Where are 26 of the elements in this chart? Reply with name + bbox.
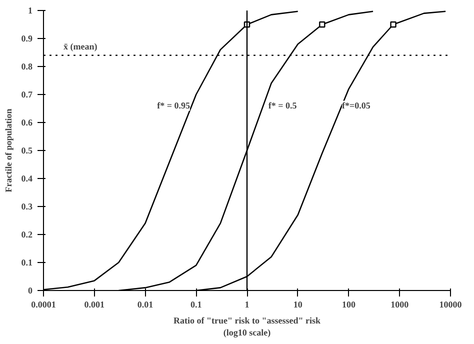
x-tick-label: 0.01: [137, 300, 154, 310]
x-tick-label: 1: [244, 300, 250, 310]
x-tick-label: 0.0001: [31, 300, 56, 310]
y-tick-label: 0.2: [21, 230, 33, 240]
y-tick-label: 0.7: [21, 90, 33, 100]
y-tick-label: 1: [28, 6, 33, 16]
y-axis-title: Fractile of population: [3, 108, 14, 192]
y-tick-label: 0.9: [21, 34, 33, 44]
y-tick-label: 0.5: [21, 146, 33, 156]
x-tick-label: 1000: [390, 300, 410, 310]
x-tick-label: 10: [293, 300, 303, 310]
y-tick-label: 0.1: [21, 258, 33, 268]
x-tick-label: 0.001: [84, 300, 105, 310]
annotation: f* = 0.95: [157, 100, 190, 111]
y-tick-label: 0.8: [21, 62, 33, 72]
x-tick-label: 10000: [439, 300, 462, 310]
annotation: f*=0.05: [342, 100, 371, 111]
y-tick-label: 0.4: [21, 174, 33, 184]
ref-line-label: x̄ (mean): [64, 41, 98, 52]
x-tick-label: 100: [342, 300, 356, 310]
y-tick-label: 0.3: [21, 202, 33, 212]
x-axis-title: Ratio of "true" risk to "assessed" risk (log10 scale): [174, 316, 320, 338]
x-tick-label: 0.1: [190, 300, 202, 310]
y-tick-label: 0: [28, 286, 33, 296]
y-tick-label: 0.6: [21, 118, 33, 128]
annotation: f* = 0.5: [268, 100, 298, 111]
